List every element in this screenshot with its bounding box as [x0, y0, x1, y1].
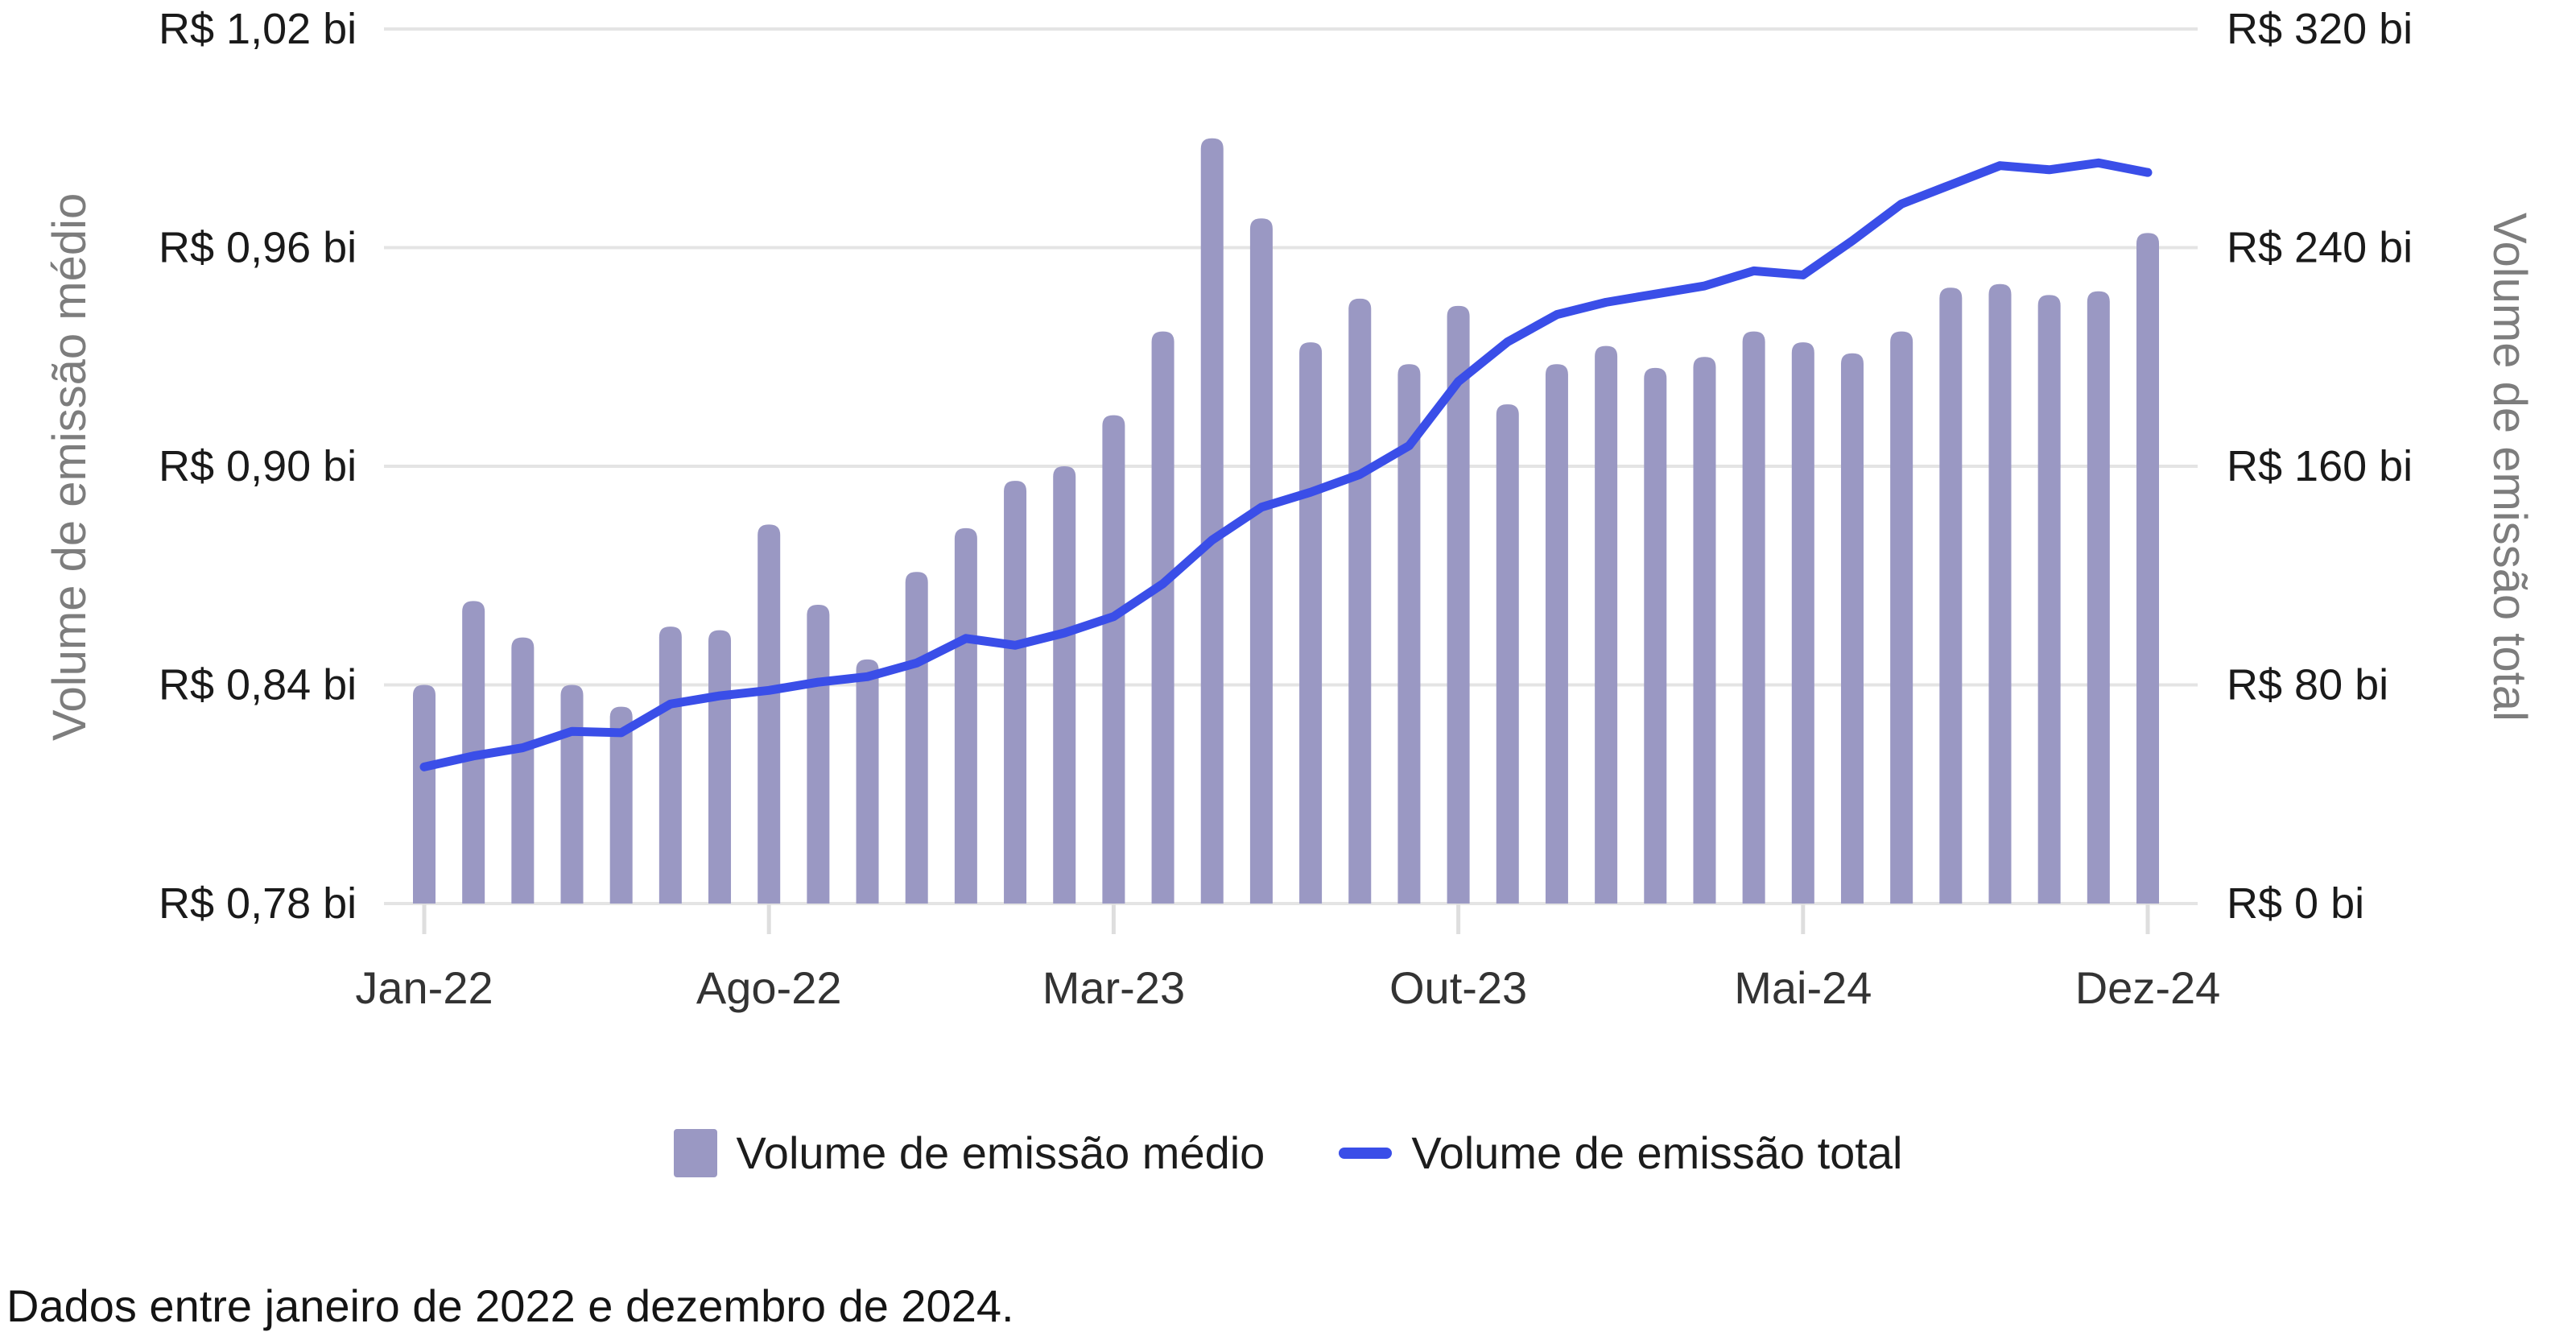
legend-item-bar: Volume de emissão médio [673, 1127, 1265, 1178]
bar-Set-22 [807, 604, 830, 904]
data-range-note: Dados entre janeiro de 2022 e dezembro d… [6, 1280, 1014, 1331]
bar-series-swatch-icon [673, 1129, 717, 1177]
emission-volume-chart: R$ 1,02 bi R$ 0,96 bi R$ 0,90 bi R$ 0,84 bi… [159, 5, 2413, 1013]
bar-Fev-23 [1053, 466, 1076, 904]
right-axis-tick-label: R$ 0 bi [2227, 879, 2364, 928]
x-axis-label: Mar-23 [1042, 962, 1185, 1013]
bar-Ago-23 [1348, 298, 1372, 904]
bar-Ago-22 [758, 524, 781, 904]
right-axis-tick-label: R$ 160 bi [2227, 442, 2413, 490]
bar-Abr-22 [560, 684, 584, 904]
bar-Dez-22 [954, 527, 977, 904]
total-emission-line [419, 158, 2153, 771]
legend-bar-label: Volume de emissão médio [736, 1127, 1265, 1178]
bar-Jan-22 [413, 684, 436, 904]
right-axis-tick-label: R$ 80 bi [2227, 661, 2388, 709]
right-axis-tick-label: R$ 240 bi [2227, 224, 2413, 272]
bar-Mar-24 [1693, 357, 1716, 904]
bar-Dez-24 [2136, 233, 2159, 904]
left-axis-tick-label: R$ 1,02 bi [159, 5, 357, 53]
left-axis-tick-label: R$ 0,96 bi [159, 224, 357, 272]
bar-Out-23 [1447, 305, 1470, 904]
bar-Abr-23 [1151, 331, 1174, 904]
x-axis-label: Ago-22 [696, 962, 842, 1013]
bar-Out-24 [2037, 295, 2061, 904]
left-axis-tick-label: R$ 0,90 bi [159, 442, 357, 490]
line-series-swatch-icon [1339, 1148, 1393, 1159]
bar-Abr-24 [1742, 331, 1765, 904]
bar-Jun-23 [1249, 218, 1273, 904]
bar-Mai-24 [1791, 342, 1814, 904]
bar-Set-24 [1988, 283, 2012, 904]
bar-Jun-24 [1840, 353, 1864, 904]
bar-Jul-24 [1890, 331, 1913, 904]
bar-Jul-23 [1299, 342, 1323, 904]
bar-Mai-22 [609, 706, 633, 904]
bar-Jan-24 [1595, 345, 1618, 904]
bar-Mar-23 [1102, 415, 1125, 904]
bar-Mai-23 [1200, 138, 1224, 904]
bar-Fev-24 [1644, 367, 1667, 904]
x-axis-label: Out-23 [1389, 962, 1527, 1013]
bar-Dez-23 [1545, 364, 1568, 904]
legend-item-line: Volume de emissão total [1339, 1131, 1902, 1176]
bar-Nov-22 [905, 572, 928, 904]
bar-Out-22 [856, 659, 879, 904]
right-axis-tick-label: R$ 320 bi [2227, 5, 2413, 53]
bar-Jul-22 [708, 630, 732, 904]
bar-Nov-23 [1496, 404, 1519, 904]
left-axis-tick-label: R$ 0,78 bi [159, 879, 357, 928]
bar-Jan-23 [1004, 481, 1027, 904]
legend: Volume de emissão médio Volume de emissã… [0, 1121, 2576, 1185]
bar-Ago-24 [1939, 287, 1963, 904]
x-axis-label: Dez-24 [2075, 962, 2221, 1013]
x-axis-label: Jan-22 [355, 962, 493, 1013]
bar-Mar-22 [511, 637, 535, 904]
bar-Set-23 [1397, 364, 1421, 904]
left-axis-tick-label: R$ 0,84 bi [159, 661, 357, 709]
right-axis-title: Volume de emissão total [2483, 213, 2536, 722]
bar-Nov-24 [2087, 291, 2110, 904]
legend-line-label: Volume de emissão total [1411, 1127, 1903, 1178]
left-axis-title: Volume de emissão médio [43, 192, 96, 742]
bar-Jun-22 [658, 627, 682, 904]
x-axis-label: Mai-24 [1734, 962, 1872, 1013]
